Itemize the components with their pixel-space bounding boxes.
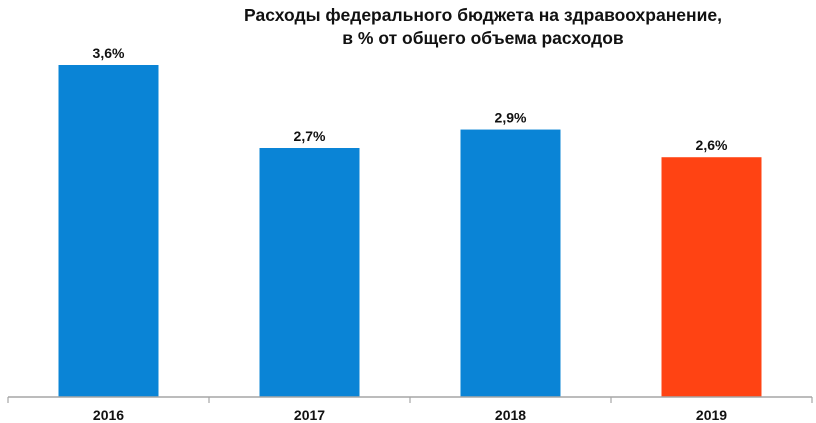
bars-group <box>58 65 762 398</box>
bar-2019 <box>661 157 762 397</box>
x-tick-labels-group: 2016 2017 2018 2019 <box>93 407 727 423</box>
x-tick-label-2016: 2016 <box>93 407 124 423</box>
x-axis-ticks <box>7 397 813 403</box>
x-tick-label-2019: 2019 <box>696 407 727 423</box>
data-label-2016: 3,6% <box>93 45 125 61</box>
bar-2016 <box>58 65 159 397</box>
bar-2017 <box>259 148 360 397</box>
chart-title-line-1: Расходы федерального бюджета на здравоох… <box>244 5 722 25</box>
x-tick-label-2017: 2017 <box>294 407 325 423</box>
data-labels-group: 3,6% 2,7% 2,9% 2,6% <box>93 45 728 153</box>
bar-2018 <box>460 129 561 398</box>
chart-title-line-2: в % от общего объема расходов <box>342 28 624 48</box>
data-label-2019: 2,6% <box>696 137 728 153</box>
x-tick-label-2018: 2018 <box>495 407 526 423</box>
data-label-2017: 2,7% <box>294 128 326 144</box>
data-label-2018: 2,9% <box>495 110 527 126</box>
chart-title: Расходы федерального бюджета на здравоох… <box>150 4 816 50</box>
